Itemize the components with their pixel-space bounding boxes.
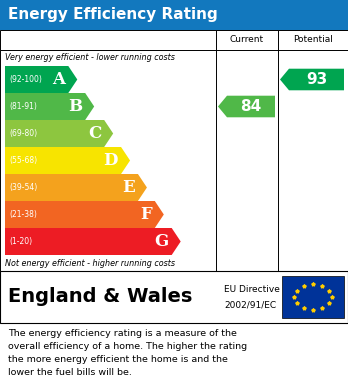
FancyBboxPatch shape bbox=[0, 50, 348, 271]
Text: F: F bbox=[140, 206, 152, 223]
Polygon shape bbox=[5, 228, 181, 255]
Text: A: A bbox=[52, 71, 65, 88]
FancyBboxPatch shape bbox=[282, 276, 344, 318]
Text: EU Directive: EU Directive bbox=[224, 285, 280, 294]
Text: Current: Current bbox=[230, 36, 264, 45]
Text: (1-20): (1-20) bbox=[9, 237, 32, 246]
Polygon shape bbox=[5, 174, 147, 201]
Text: B: B bbox=[68, 98, 82, 115]
Polygon shape bbox=[5, 201, 164, 228]
Text: (21-38): (21-38) bbox=[9, 210, 37, 219]
Text: Potential: Potential bbox=[293, 36, 333, 45]
Text: (92-100): (92-100) bbox=[9, 75, 42, 84]
Text: Very energy efficient - lower running costs: Very energy efficient - lower running co… bbox=[5, 54, 175, 63]
Text: (39-54): (39-54) bbox=[9, 183, 37, 192]
FancyBboxPatch shape bbox=[216, 30, 278, 50]
FancyBboxPatch shape bbox=[0, 0, 348, 30]
Text: (55-68): (55-68) bbox=[9, 156, 37, 165]
Text: 93: 93 bbox=[306, 72, 327, 87]
FancyBboxPatch shape bbox=[0, 30, 348, 50]
Text: D: D bbox=[104, 152, 118, 169]
Polygon shape bbox=[280, 69, 344, 90]
FancyBboxPatch shape bbox=[0, 271, 348, 323]
Polygon shape bbox=[5, 120, 113, 147]
Text: (81-91): (81-91) bbox=[9, 102, 37, 111]
Text: 84: 84 bbox=[240, 99, 262, 114]
Text: Not energy efficient - higher running costs: Not energy efficient - higher running co… bbox=[5, 258, 175, 267]
Text: C: C bbox=[88, 125, 101, 142]
Text: England & Wales: England & Wales bbox=[8, 287, 192, 307]
Text: Energy Efficiency Rating: Energy Efficiency Rating bbox=[8, 7, 218, 23]
Polygon shape bbox=[218, 96, 275, 117]
Text: G: G bbox=[155, 233, 169, 250]
Text: 2002/91/EC: 2002/91/EC bbox=[224, 300, 276, 309]
Text: (69-80): (69-80) bbox=[9, 129, 37, 138]
Polygon shape bbox=[5, 66, 77, 93]
Text: The energy efficiency rating is a measure of the
overall efficiency of a home. T: The energy efficiency rating is a measur… bbox=[8, 329, 247, 377]
FancyBboxPatch shape bbox=[278, 30, 348, 50]
Polygon shape bbox=[5, 93, 94, 120]
Polygon shape bbox=[5, 147, 130, 174]
Text: E: E bbox=[122, 179, 135, 196]
